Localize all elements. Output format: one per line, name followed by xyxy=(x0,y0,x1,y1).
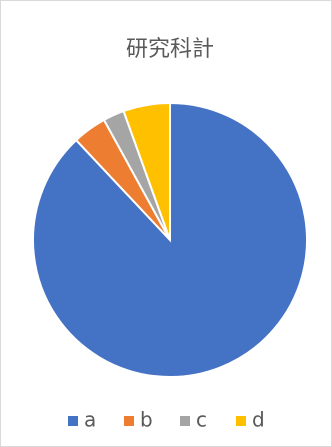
legend-label: d xyxy=(252,408,265,432)
legend-label: b xyxy=(140,408,153,432)
legend-swatch xyxy=(236,416,246,426)
legend-label: a xyxy=(84,408,96,432)
legend-swatch xyxy=(124,416,134,426)
legend-swatch xyxy=(68,416,78,426)
legend-label: c xyxy=(196,408,207,432)
pie-slice xyxy=(122,101,171,241)
chart-title: 研究科計 xyxy=(126,37,214,62)
legend-swatch xyxy=(180,416,190,426)
